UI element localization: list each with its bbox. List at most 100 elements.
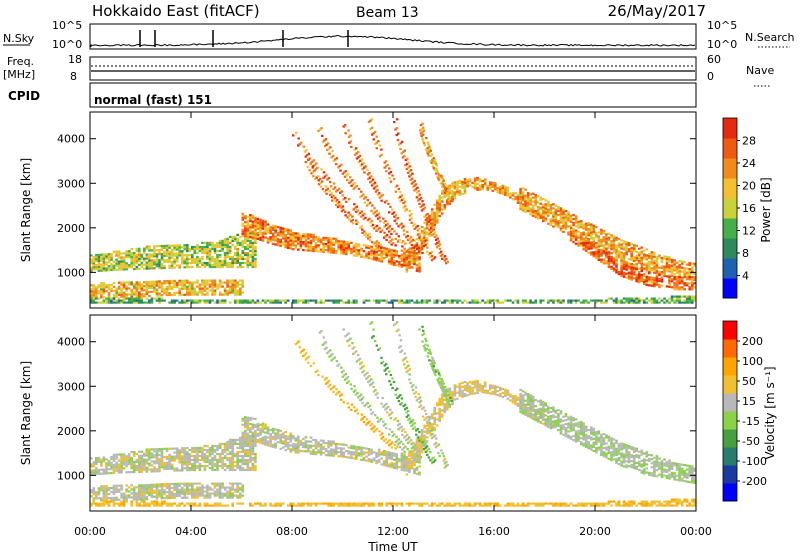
range-cell xyxy=(196,459,199,461)
range-cell xyxy=(666,266,669,268)
range-cell xyxy=(219,493,222,495)
range-cell xyxy=(328,177,330,179)
range-cell xyxy=(153,462,156,464)
range-cell xyxy=(433,204,436,206)
range-cell xyxy=(444,183,446,185)
colorbar-tick-label: 24 xyxy=(742,157,756,170)
beam-label: Beam 13 xyxy=(356,5,419,21)
range-cell xyxy=(199,465,202,467)
range-cell xyxy=(146,449,149,451)
range-cell xyxy=(431,212,434,214)
range-cell xyxy=(176,254,179,256)
range-cell xyxy=(138,295,141,297)
range-cell xyxy=(398,255,401,257)
range-cell xyxy=(226,238,229,240)
range-cell xyxy=(279,239,282,241)
range-cell xyxy=(623,246,626,248)
range-cell xyxy=(436,213,439,215)
range-cell xyxy=(620,257,623,259)
range-cell xyxy=(236,487,239,489)
range-cell xyxy=(630,257,633,259)
range-cell xyxy=(635,255,638,257)
range-cell xyxy=(608,262,611,264)
range-cell xyxy=(688,262,691,264)
range-cell xyxy=(138,302,141,304)
range-cell xyxy=(262,439,265,441)
range-cell xyxy=(186,264,189,266)
range-cell xyxy=(290,436,293,438)
range-cell xyxy=(264,225,267,227)
range-cell xyxy=(595,257,598,259)
range-cell xyxy=(189,258,192,260)
range-cell xyxy=(287,243,290,245)
range-cell xyxy=(310,453,313,455)
range-cell xyxy=(562,213,565,215)
range-cell xyxy=(249,435,252,437)
range-cell xyxy=(608,237,611,239)
range-cell xyxy=(161,294,164,296)
range-cell xyxy=(656,266,659,268)
range-cell xyxy=(120,469,123,471)
range-cell xyxy=(136,289,139,291)
range-cell xyxy=(668,284,671,286)
range-cell xyxy=(618,246,621,248)
range-cell xyxy=(239,487,242,489)
range-cell xyxy=(555,215,558,217)
range-cell xyxy=(691,276,694,278)
range-cell xyxy=(691,268,694,270)
range-cell xyxy=(189,288,192,290)
range-cell xyxy=(178,455,181,457)
range-cell xyxy=(534,202,537,204)
range-cell xyxy=(327,142,329,144)
range-cell xyxy=(678,282,681,284)
range-cell xyxy=(408,302,411,304)
range-cell xyxy=(153,490,156,492)
range-cell xyxy=(312,453,315,455)
range-cell xyxy=(337,246,340,248)
range-cell xyxy=(610,298,613,300)
range-cell xyxy=(136,287,139,289)
range-cell xyxy=(663,270,666,272)
range-cell xyxy=(370,252,373,254)
range-cell xyxy=(378,212,380,214)
range-cell xyxy=(436,205,439,207)
range-cell xyxy=(221,463,224,465)
range-cell xyxy=(661,259,664,261)
range-cell xyxy=(166,255,169,257)
range-cell xyxy=(560,213,563,215)
range-cell xyxy=(681,286,684,288)
range-cell xyxy=(580,240,583,242)
range-cell xyxy=(575,233,578,235)
range-cell xyxy=(497,189,500,191)
range-cell xyxy=(103,261,106,263)
range-cell xyxy=(277,437,280,439)
range-cell xyxy=(209,262,212,264)
range-cell xyxy=(353,182,355,184)
range-cell xyxy=(105,458,108,460)
range-cell xyxy=(236,439,239,441)
range-cell xyxy=(125,293,128,295)
range-cell xyxy=(269,443,272,445)
range-cell xyxy=(105,468,108,470)
range-cell xyxy=(171,253,174,255)
range-cell xyxy=(161,267,164,269)
range-cell xyxy=(166,251,169,253)
range-cell xyxy=(618,256,621,258)
range-cell xyxy=(247,455,250,457)
range-cell xyxy=(668,266,671,268)
range-cell xyxy=(216,449,219,451)
range-cell xyxy=(363,300,366,302)
range-cell xyxy=(438,207,441,209)
range-cell xyxy=(567,217,570,219)
range-cell xyxy=(355,253,358,255)
range-cell xyxy=(229,465,232,467)
range-cell xyxy=(231,290,234,292)
range-cell xyxy=(269,302,272,304)
range-cell xyxy=(199,483,202,485)
range-cell xyxy=(257,429,260,431)
range-cell xyxy=(570,237,573,239)
range-cell xyxy=(146,248,149,250)
range-cell xyxy=(668,278,671,280)
range-cell xyxy=(580,244,583,246)
range-cell xyxy=(313,170,315,172)
